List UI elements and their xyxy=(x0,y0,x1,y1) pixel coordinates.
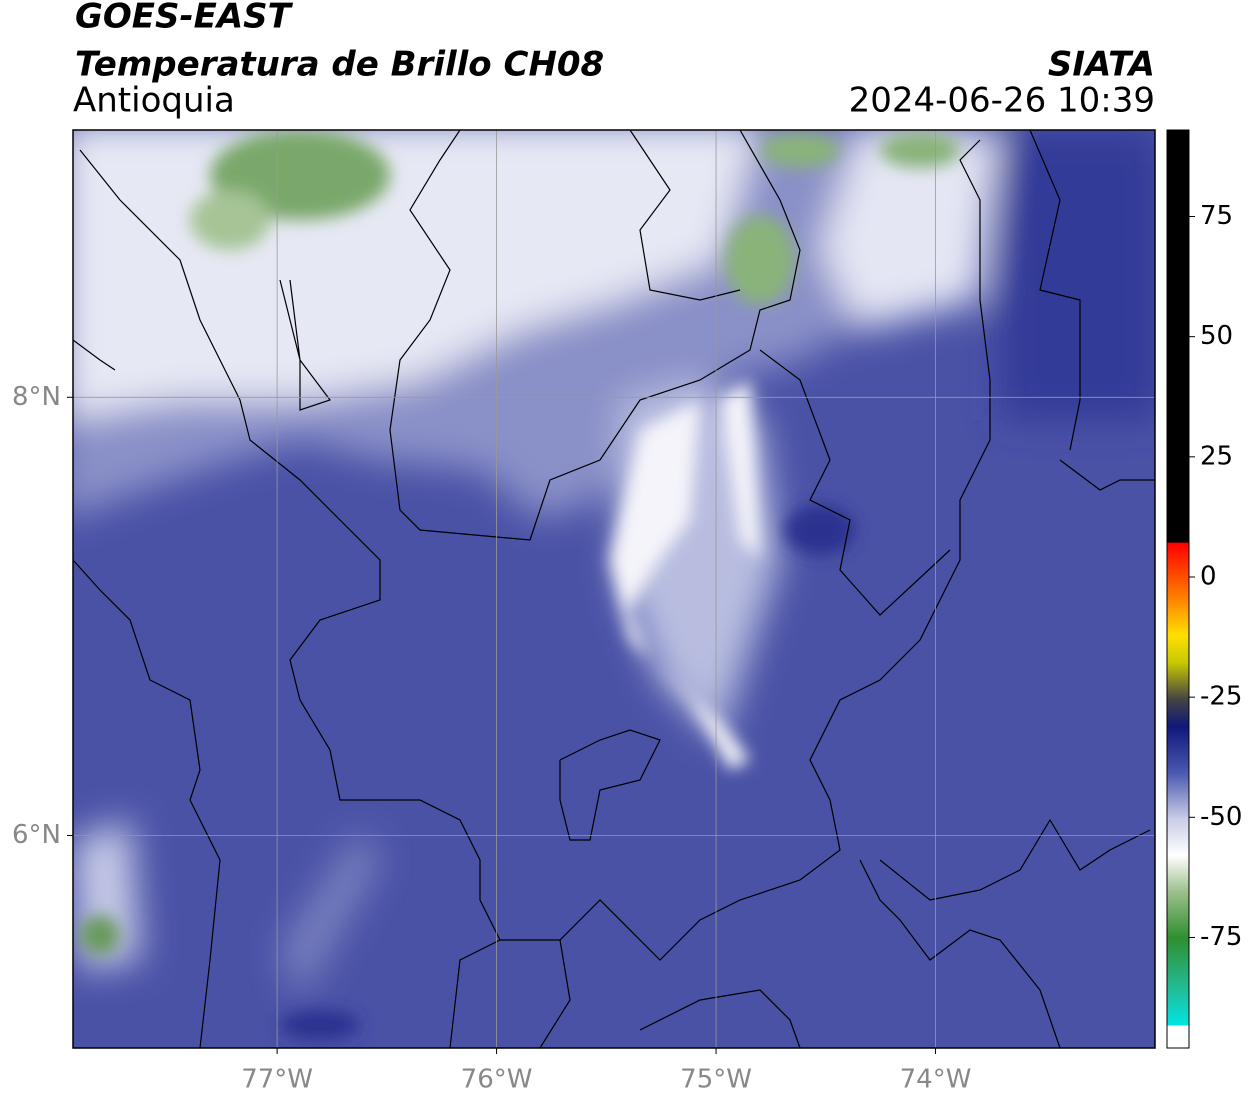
x-tick-label: 77°W xyxy=(241,1065,313,1095)
colorbar-tick-label: 25 xyxy=(1200,441,1233,471)
colorbar-tick-label: 50 xyxy=(1200,321,1233,351)
title: GOES-EAST xyxy=(75,0,294,37)
x-tick-label: 76°W xyxy=(461,1065,533,1095)
y-tick-label: 8°N xyxy=(12,382,61,412)
colorbar-tick-label: -75 xyxy=(1200,922,1242,952)
colorbar-tick-label: -25 xyxy=(1200,682,1242,712)
region: Antioquia xyxy=(73,81,235,121)
map-frame xyxy=(72,129,1156,1049)
colorbar-tick-label: -50 xyxy=(1200,802,1242,832)
y-tick-label: 6°N xyxy=(12,820,61,850)
colorbar-tick-label: 0 xyxy=(1200,561,1217,591)
colorbar xyxy=(1166,129,1190,1049)
colorbar-tick-label: 75 xyxy=(1200,201,1233,231)
source: SIATA xyxy=(1048,45,1155,85)
x-tick-label: 75°W xyxy=(680,1065,752,1095)
x-tick-label: 74°W xyxy=(900,1065,972,1095)
satellite-image xyxy=(73,130,1155,1048)
grid xyxy=(73,130,1155,1048)
datetime: 2024-06-26 10:39 xyxy=(849,81,1155,121)
subtitle: Temperatura de Brillo CH08 xyxy=(75,45,604,85)
